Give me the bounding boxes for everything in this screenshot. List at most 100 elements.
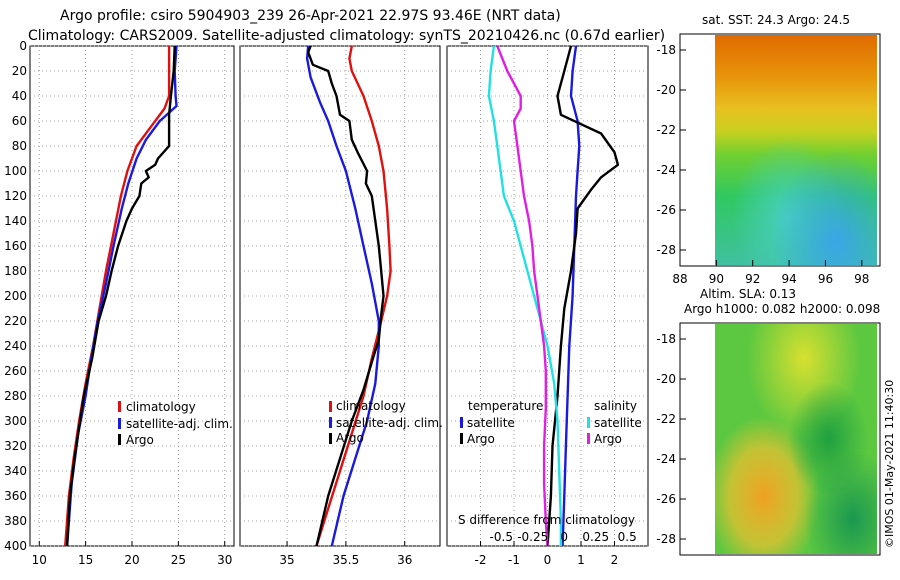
legend-swatch-sal-satellite	[587, 417, 590, 428]
title-line-1: Argo profile: csiro 5904903_239 26-Apr-2…	[60, 8, 561, 24]
lat-tick-label: -24	[656, 452, 676, 466]
legend-swatch-argo	[118, 434, 121, 445]
salinity-difference-ticks: -0.5 -0.25 0 0.25 0.5	[490, 530, 637, 544]
x-tick-label: 30	[217, 553, 232, 567]
depth-tick-label: 80	[12, 139, 27, 153]
lon-tick-label: 90	[709, 272, 724, 286]
difference-legend: temperature satellite Argo salinity sate…	[458, 399, 642, 544]
temperature-panel: 10 15 20 25 30 0 20 40 60 80 100 120 140 160 180 200 22…	[4, 39, 235, 567]
lon-tick-label: 96	[818, 272, 833, 286]
lat-tick-label: -20	[656, 372, 676, 386]
depth-tick-label: 160	[4, 239, 27, 253]
legend-swatch-argo	[329, 433, 332, 444]
sst-map-lon-ticks: 88 90 92 94 96 98	[672, 260, 869, 286]
legend-label-temp-argo: Argo	[467, 432, 495, 446]
depth-tick-label: 200	[4, 289, 27, 303]
series-line-satellite-adj-clim-	[305, 45, 380, 547]
legend-swatch-temp-satellite	[460, 417, 463, 428]
imos-credit: ©IMOS 01-May-2021 11:40:30	[883, 380, 896, 548]
sst-map: sat. SST: 24.3 Argo: 24.5 -18 -20 -22 -24 -2…	[656, 13, 881, 286]
series-line-argo	[65, 45, 176, 547]
temperature-x-ticks: 10 15 20 25 30	[32, 541, 232, 567]
x-tick-label: 2	[611, 553, 619, 567]
difference-grid	[447, 45, 648, 547]
sdiff-tick-label: -0.5	[490, 530, 513, 544]
lat-tick-label: -28	[656, 532, 676, 546]
lat-tick-label: -24	[656, 163, 676, 177]
x-tick-label: 35	[279, 553, 294, 567]
legend-label-climatology: climatology	[126, 400, 196, 414]
salinity-legend: climatology satellite-adj. clim. Argo	[329, 399, 443, 445]
legend-label-temp-satellite: satellite	[467, 416, 515, 430]
x-tick-label: 0	[544, 553, 552, 567]
lon-tick-label: 88	[672, 272, 687, 286]
depth-tick-label: 360	[4, 489, 27, 503]
sdiff-tick-label: -0.25	[517, 530, 548, 544]
sst-map-title: sat. SST: 24.3 Argo: 24.5	[702, 13, 850, 27]
depth-tick-label: 60	[12, 114, 27, 128]
salinity-series	[305, 45, 392, 547]
depth-axis-ticks: 0 20 40 60 80 100 120 140 160 180 200 220 240 260 280 3…	[4, 39, 27, 553]
lat-tick-label: -18	[656, 332, 676, 346]
lat-tick-label: -22	[656, 412, 676, 426]
x-tick-label: 20	[124, 553, 139, 567]
lat-tick-label: -28	[656, 243, 676, 257]
legend-label-sal-argo: Argo	[594, 432, 622, 446]
legend-swatch-climatology	[329, 401, 332, 412]
depth-tick-label: 260	[4, 364, 27, 378]
legend-swatch-temp-argo	[460, 433, 463, 444]
sla-map-title: Altim. SLA: 0.13	[700, 287, 796, 301]
depth-tick-label: 140	[4, 214, 27, 228]
temperature-series	[64, 45, 178, 547]
salinity-x-ticks: 35 35.5 36	[279, 541, 412, 567]
depth-tick-label: 300	[4, 414, 27, 428]
x-tick-label: 36	[397, 553, 412, 567]
sla-map: Altim. SLA: 0.13 Argo h1000: 0.082 h2000…	[656, 287, 881, 556]
x-tick-label: 1	[577, 553, 585, 567]
depth-tick-label: 280	[4, 389, 27, 403]
legend-label-argo: Argo	[126, 433, 154, 447]
legend-label-satellite: satellite-adj. clim.	[336, 416, 443, 430]
sst-map-lat-ticks: -18 -20 -22 -24 -26 -28	[656, 43, 686, 257]
x-tick-label: 35.5	[333, 553, 360, 567]
lat-tick-label: -20	[656, 83, 676, 97]
series-line-temperature-satellite	[561, 45, 581, 547]
difference-panel: -2 -1 0 1 2 temperature satellite Argo salin…	[446, 45, 649, 567]
legend-label-sal-satellite: satellite	[594, 416, 642, 430]
depth-tick-label: 320	[4, 439, 27, 453]
depth-tick-label: 40	[12, 89, 27, 103]
series-line-climatology	[315, 45, 392, 547]
lat-tick-label: -18	[656, 43, 676, 57]
difference-series	[487, 45, 620, 547]
x-tick-label: -2	[475, 553, 487, 567]
sdiff-tick-label: 0.5	[618, 530, 637, 544]
temperature-grid	[30, 45, 234, 547]
legend-swatch-satellite	[118, 418, 121, 429]
salinity-grid	[240, 45, 440, 547]
sla-map-green-region-b	[715, 324, 877, 554]
s-difference-label: S difference from climatology	[458, 513, 635, 527]
legend-heading-salinity: salinity	[594, 399, 637, 413]
legend-swatch-climatology	[118, 401, 121, 412]
legend-swatch-sal-argo	[587, 433, 590, 444]
sdiff-tick-label: 0	[560, 530, 568, 544]
lon-tick-label: 98	[854, 272, 869, 286]
title-line-2: Climatology: CARS2009. Satellite-adjuste…	[28, 28, 665, 44]
depth-tick-label: 120	[4, 189, 27, 203]
legend-label-satellite: satellite-adj. clim.	[126, 417, 233, 431]
depth-tick-label: 340	[4, 464, 27, 478]
series-line-salinity-satellite	[487, 45, 563, 546]
lon-tick-label: 94	[781, 272, 796, 286]
depth-tick-label: 180	[4, 264, 27, 278]
depth-tick-label: 0	[19, 39, 27, 53]
depth-tick-label: 240	[4, 339, 27, 353]
lat-tick-label: -26	[656, 492, 676, 506]
x-tick-label: 10	[32, 553, 47, 567]
difference-x-ticks: -2 -1 0 1 2	[475, 541, 619, 567]
lat-tick-label: -26	[656, 203, 676, 217]
legend-label-climatology: climatology	[336, 399, 406, 413]
depth-tick-label: 100	[4, 164, 27, 178]
lat-tick-label: -22	[656, 123, 676, 137]
x-tick-label: 15	[78, 553, 93, 567]
